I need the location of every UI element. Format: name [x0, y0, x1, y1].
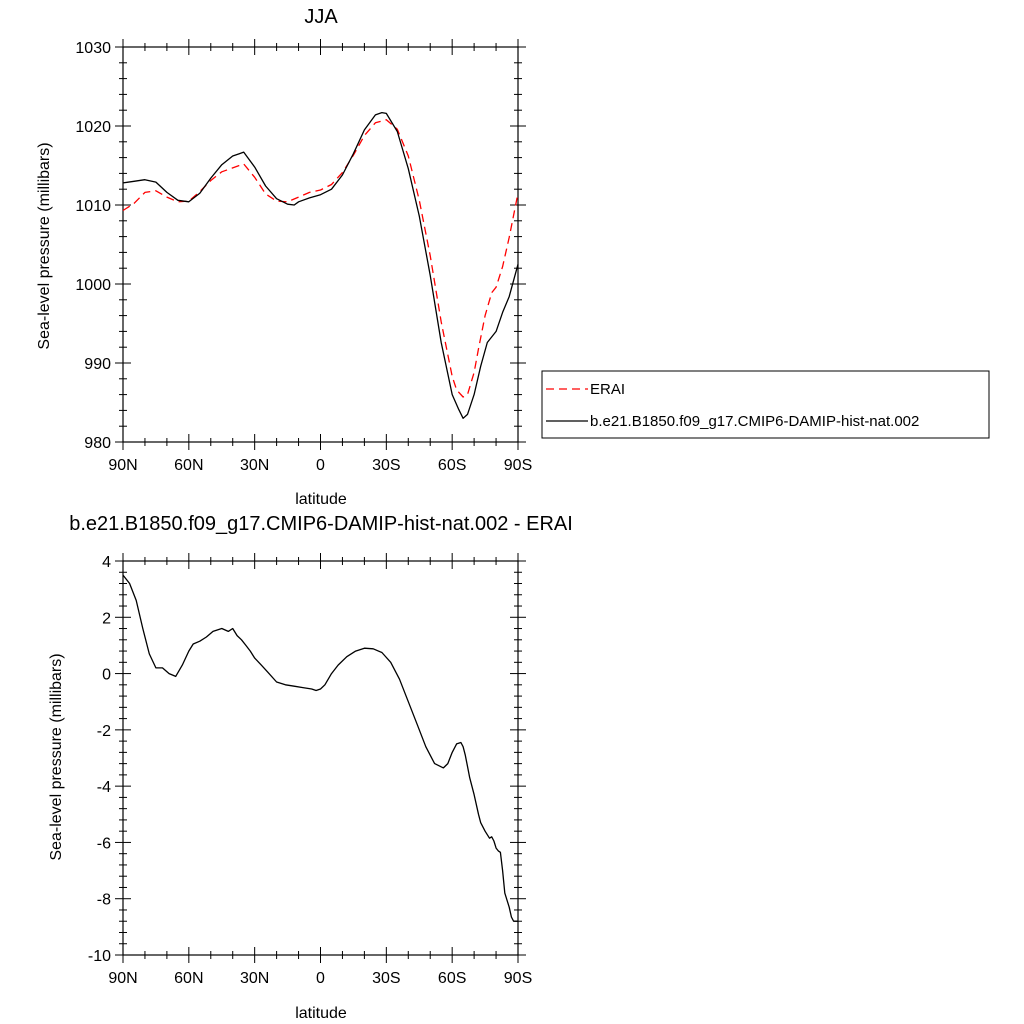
x-tick-label: 30S — [372, 457, 400, 474]
legend-label-erai: ERAI — [590, 381, 625, 398]
x-tick-label: 60S — [438, 457, 466, 474]
chart-1-title: JJA — [304, 6, 338, 28]
y-tick-label: 980 — [84, 435, 111, 452]
x-tick-label: 90S — [504, 970, 532, 987]
y-tick-label: -2 — [97, 723, 111, 740]
x-tick-label: 90N — [108, 457, 137, 474]
chart-2-series-line-0 — [122, 574, 518, 922]
y-tick-label: 990 — [84, 356, 111, 373]
chart-1-plot: 90N 60N 30N 0 30S 60S 90S 980 990 1000 1010 1020 103… — [75, 39, 532, 474]
legend-box — [541, 370, 990, 439]
x-tick-label: 30S — [372, 970, 400, 987]
y-tick-label: 4 — [102, 554, 111, 571]
chart-2-frame — [122, 560, 519, 956]
chart-2-ylabel: Sea-level pressure (millibars) — [48, 653, 65, 860]
x-tick-label: 0 — [316, 970, 325, 987]
x-tick-label: 0 — [316, 457, 325, 474]
y-tick-label: 1010 — [75, 198, 111, 215]
y-tick-label: -10 — [88, 948, 111, 965]
y-tick-label: -4 — [97, 779, 111, 796]
y-tick-label: 2 — [102, 610, 111, 627]
y-tick-label: 1000 — [75, 277, 111, 294]
y-tick-label: -8 — [97, 892, 111, 909]
y-tick-label: -6 — [97, 835, 111, 852]
y-tick-label: 1030 — [75, 40, 111, 57]
chart-1-frame — [122, 46, 519, 443]
chart-1-xlabel: latitude — [295, 491, 347, 508]
chart-1-legend: ERAI b.e21.B1850.f09_g17.CMIP6-DAMIP-his… — [541, 370, 990, 439]
legend-label-model: b.e21.B1850.f09_g17.CMIP6-DAMIP-hist-nat… — [590, 413, 919, 430]
x-tick-label: 60S — [438, 970, 466, 987]
chart-1-series-line-1 — [122, 111, 519, 419]
chart-1-ylabel: Sea-level pressure (millibars) — [36, 142, 53, 349]
x-tick-label: 30N — [240, 970, 269, 987]
chart-1-series-line-0 — [122, 119, 519, 398]
y-tick-label: 1020 — [75, 119, 111, 136]
x-tick-label: 60N — [174, 970, 203, 987]
x-tick-label: 90S — [504, 457, 532, 474]
chart-2-title: b.e21.B1850.f09_g17.CMIP6-DAMIP-hist-nat… — [69, 513, 573, 535]
chart-2-plot: 90N 60N 30N 0 30S 60S 90S 4 2 0 -2 -4 -6 -8 -10 — [88, 553, 532, 987]
y-tick-label: 0 — [102, 667, 111, 684]
x-tick-label: 30N — [240, 457, 269, 474]
chart-2-xlabel: latitude — [295, 1005, 347, 1022]
x-tick-label: 90N — [108, 970, 137, 987]
x-tick-label: 60N — [174, 457, 203, 474]
